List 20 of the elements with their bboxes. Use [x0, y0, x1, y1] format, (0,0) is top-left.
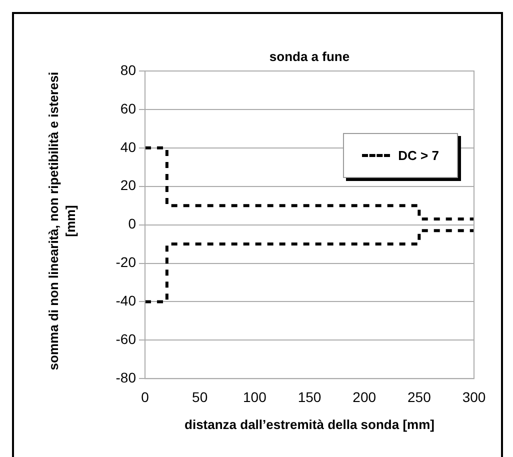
chart-title: sonda a fune: [269, 49, 350, 64]
x-tick-label: 100: [242, 388, 267, 405]
x-tick-label: 0: [141, 388, 150, 405]
y-tick-label: 60: [120, 100, 136, 116]
y-tick-label: -20: [116, 254, 136, 270]
x-tick-label: 150: [298, 388, 322, 405]
legend-label: DC > 7: [398, 148, 439, 163]
x-tick-label: 50: [192, 388, 208, 405]
y-tick-label: 80: [120, 62, 136, 78]
x-axis-title: distanza dall’estremità della sonda [mm]: [184, 416, 434, 432]
y-tick-label: 0: [128, 216, 136, 232]
x-tick-label: 250: [407, 388, 432, 405]
x-tick-label: 200: [352, 388, 376, 405]
y-axis-title: somma di non linearità, non ripetibilità e isteresi [mm]: [45, 71, 79, 371]
y-tick-label: 40: [120, 138, 136, 155]
y-tick-label: -40: [116, 292, 136, 309]
y-tick-label: 20: [120, 177, 136, 194]
y-tick-label: -80: [116, 369, 136, 386]
x-tick-label: 300: [462, 388, 486, 405]
y-tick-label: -60: [116, 331, 136, 348]
